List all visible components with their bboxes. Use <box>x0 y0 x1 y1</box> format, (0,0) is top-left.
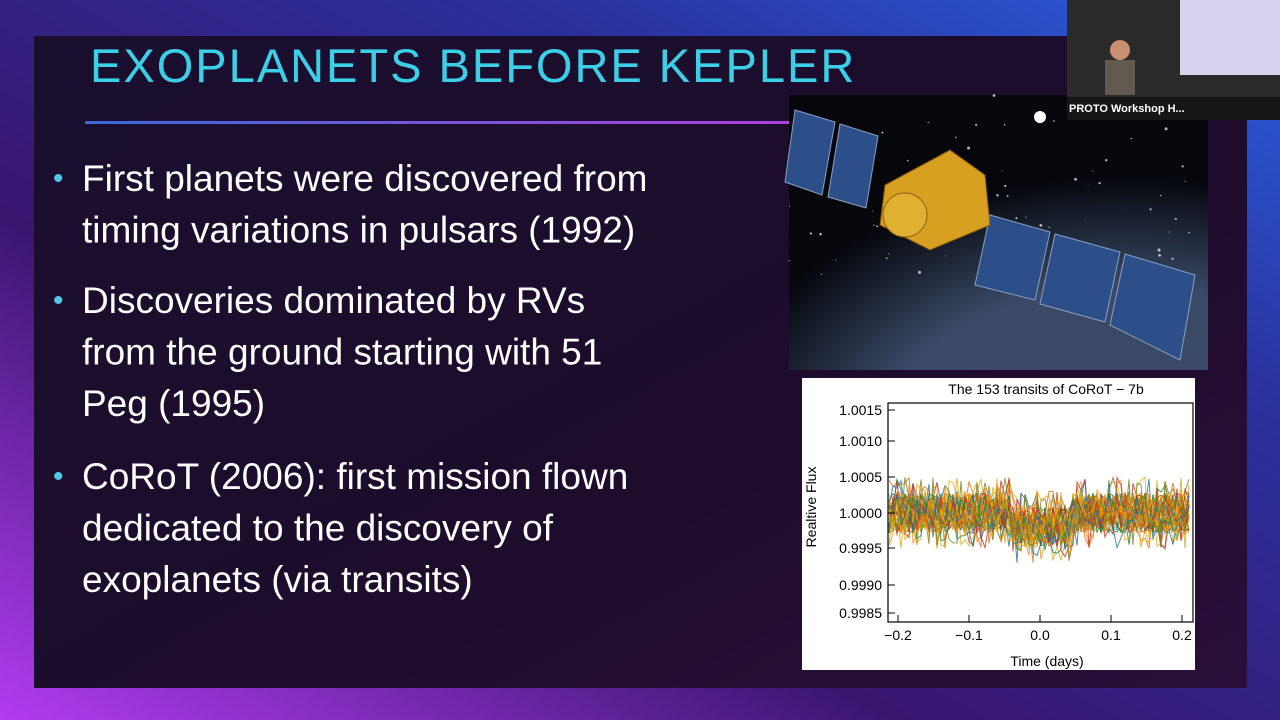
bullet-marker: • <box>53 460 64 493</box>
y-tick-label: 1.0015 <box>839 402 882 418</box>
plot-title: The 153 transits of CoRoT − 7b <box>948 381 1144 397</box>
x-tick-label: 0.1 <box>1101 627 1121 643</box>
satellite-image <box>784 94 1208 370</box>
y-axis-label: Realtive Flux <box>803 467 819 548</box>
slide-title: EXOPLANETS BEFORE KEPLER <box>90 39 856 92</box>
x-tick-label: 0.0 <box>1030 627 1050 643</box>
bullet-line: Peg (1995) <box>82 383 265 424</box>
bullet-list: • First planets were discovered from timin… <box>53 158 647 600</box>
y-tick-label: 1.0005 <box>839 469 882 485</box>
x-axis-label: Time (days) <box>1010 653 1083 669</box>
webcam: PROTO Workshop H... <box>1067 0 1280 120</box>
bullet-marker: • <box>53 284 64 317</box>
webcam-label: PROTO Workshop H... <box>1069 103 1185 115</box>
bullet-line: dedicated to the discovery of <box>82 508 554 549</box>
bullet-line: Discoveries dominated by RVs <box>82 280 585 321</box>
title-rule <box>85 121 790 124</box>
y-tick-label: 0.9995 <box>839 540 882 556</box>
y-tick-label: 1.0000 <box>839 505 882 521</box>
transit-plot: The 153 transits of CoRoT − 7b Time (day… <box>802 378 1195 670</box>
bullet-line: CoRoT (2006): first mission flown <box>82 456 628 497</box>
bullet-line: timing variations in pulsars (1992) <box>82 210 635 251</box>
x-tick-label: −0.2 <box>884 627 912 643</box>
x-tick-label: 0.2 <box>1172 627 1192 643</box>
y-tick-label: 0.9990 <box>839 577 882 593</box>
bullet-line: exoplanets (via transits) <box>82 559 473 600</box>
bullet-line: First planets were discovered from <box>82 158 647 199</box>
bullet-line: from the ground starting with 51 <box>82 332 602 373</box>
x-tick-label: −0.1 <box>955 627 983 643</box>
y-tick-label: 1.0010 <box>839 433 882 449</box>
y-tick-label: 0.9985 <box>839 605 882 621</box>
bullet-marker: • <box>53 162 64 195</box>
